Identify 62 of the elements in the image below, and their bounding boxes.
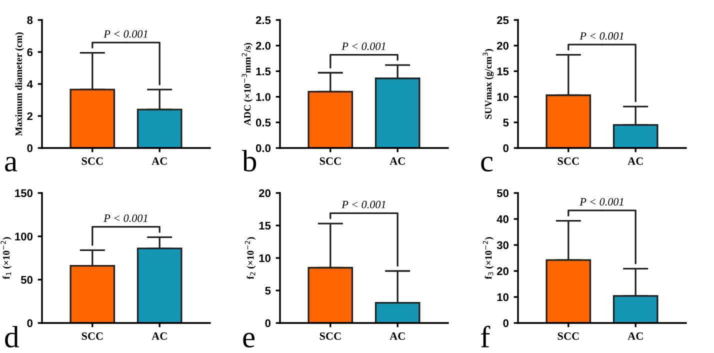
annotation: P < 0.001: [342, 200, 386, 208]
y-tick-label: 20: [259, 189, 271, 198]
text: d: [5, 326, 19, 348]
x-tick-label: AC: [152, 332, 167, 340]
text: b: [242, 150, 256, 172]
x-tick-label: AC: [628, 157, 643, 165]
y-tick-label: 2.5: [256, 16, 271, 24]
annotation: P < 0.001: [580, 198, 624, 206]
y-axis-title: f$_{2}$ (×10$^{−2}$): [244, 237, 256, 280]
x-tick-label: AC: [390, 157, 405, 165]
x-tick-label: AC: [628, 332, 643, 340]
x-tick-label: AC: [152, 157, 167, 165]
x-tick-label: SCC: [82, 332, 103, 340]
y-tick-label: 1.0: [256, 93, 271, 101]
text: e: [243, 332, 255, 348]
x-tick-label: SCC: [82, 157, 103, 165]
text: c: [481, 156, 493, 172]
y-tick-label: 5: [503, 118, 509, 127]
y-axis-title: f$_{3}$ (×10$^{−2}$): [482, 237, 494, 280]
y-axis-title: f$_{1}$ (×10$^{−2}$): [0, 237, 12, 280]
y-tick-label: 20: [497, 267, 509, 276]
y-tick-label: 10: [259, 254, 271, 262]
y-tick-label: 20: [497, 42, 509, 50]
y-tick-label: 10: [497, 93, 509, 101]
annotation: P < 0.001: [104, 214, 148, 222]
y-tick-label: 1.5: [256, 68, 271, 76]
x-tick-label: AC: [390, 332, 405, 340]
y-tick-label: 0.5: [256, 118, 271, 127]
y-tick-label: 6: [27, 48, 33, 56]
y-tick-label: 0: [265, 319, 271, 328]
y-axis-title: ADC (×10$^{−3}$mm$^{2}$/s): [242, 42, 253, 126]
y-tick-label: 10: [497, 293, 509, 302]
y-tick-label: 100: [15, 232, 33, 240]
y-tick-label: 15: [497, 68, 509, 76]
y-tick-label: 8: [27, 16, 33, 24]
y-tick-label: 0: [503, 144, 509, 152]
y-tick-label: 2: [27, 112, 33, 120]
y-tick-label: 15: [259, 222, 271, 230]
y-tick-label: 50: [20, 276, 33, 284]
y-tick-label: 25: [497, 16, 509, 24]
y-axis-title: Maximum diameter (cm): [15, 32, 24, 136]
annotation: P < 0.001: [342, 42, 386, 50]
y-tick-label: 0: [27, 319, 33, 328]
text: f: [480, 326, 490, 348]
y-tick-label: 0: [27, 144, 33, 152]
y-tick-label: 40: [496, 215, 509, 224]
y-tick-label: 0: [503, 319, 509, 328]
y-tick-label: 0.0: [256, 144, 271, 152]
x-tick-label: SCC: [320, 332, 341, 340]
y-tick-label: 2.0: [256, 42, 271, 50]
y-tick-label: 4: [26, 80, 33, 88]
y-tick-label: 30: [496, 241, 509, 250]
annotation: P < 0.001: [580, 32, 624, 40]
y-axis-title: SUVmax (g/cm$^{3}$): [482, 49, 494, 119]
y-tick-label: 50: [496, 189, 509, 198]
y-tick-label: 150: [15, 189, 33, 198]
x-tick-label: SCC: [558, 332, 579, 340]
text: a: [5, 156, 18, 172]
x-tick-label: SCC: [320, 157, 341, 165]
x-tick-label: SCC: [558, 157, 579, 165]
y-tick-label: 5: [265, 286, 271, 295]
annotation: P < 0.001: [104, 30, 148, 38]
